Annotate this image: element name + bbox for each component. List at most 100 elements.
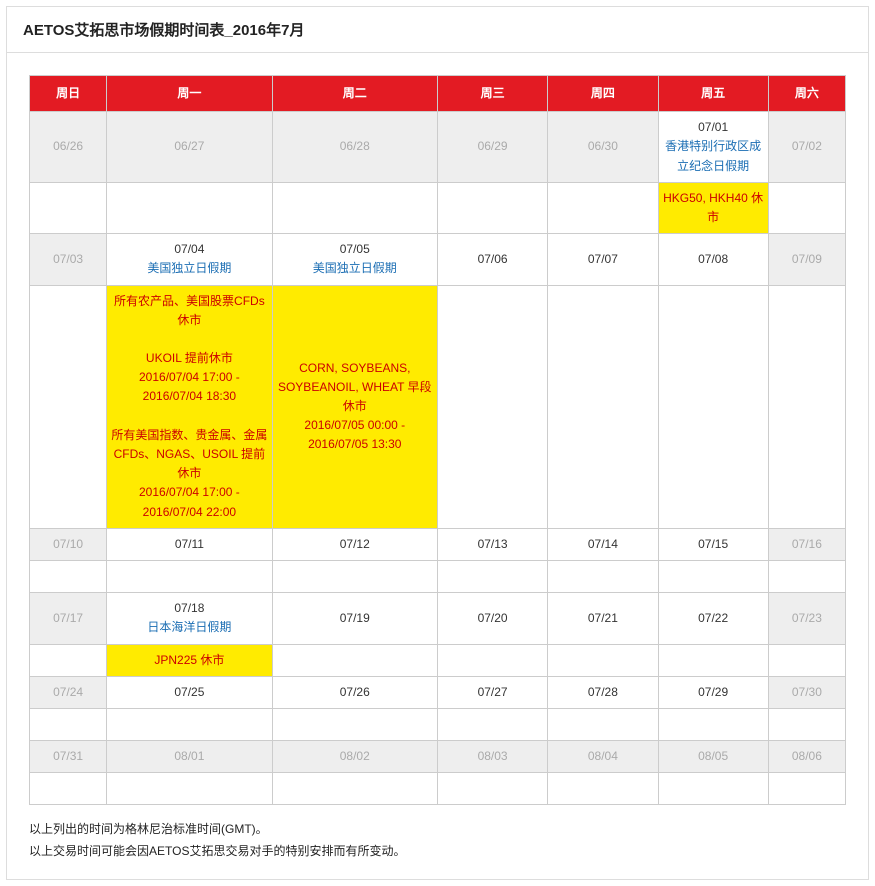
date-cell: 07/16 <box>768 528 845 560</box>
date-cell: 06/26 <box>30 112 107 183</box>
weekday-header: 周四 <box>548 76 658 112</box>
empty-cell <box>548 285 658 528</box>
footer-line: 以上列出的时间为格林尼治标准时间(GMT)。 <box>29 819 846 841</box>
weekday-header: 周二 <box>272 76 437 112</box>
date-row: 07/0307/04美国独立日假期07/05美国独立日假期07/0607/070… <box>30 234 846 285</box>
empty-cell <box>437 560 547 592</box>
panel: AETOS艾拓思市场假期时间表_2016年7月 周日周一周二周三周四周五周六 0… <box>6 6 869 880</box>
date-cell: 08/03 <box>437 741 547 773</box>
holiday-name: 美国独立日假期 <box>111 259 267 278</box>
date-cell: 07/22 <box>658 593 768 644</box>
detail-line: 2016/07/04 17:00 - 2016/07/04 18:30 <box>111 368 267 406</box>
detail-row <box>30 560 846 592</box>
panel-body: 周日周一周二周三周四周五周六 06/2606/2706/2806/2906/30… <box>7 53 868 879</box>
date-cell: 07/14 <box>548 528 658 560</box>
market-detail-cell: JPN225 休市 <box>107 644 272 676</box>
date-cell: 07/10 <box>30 528 107 560</box>
date-cell: 07/09 <box>768 234 845 285</box>
date-cell: 06/28 <box>272 112 437 183</box>
date-label: 07/04 <box>111 240 267 259</box>
empty-cell <box>548 182 658 233</box>
detail-row: JPN225 休市 <box>30 644 846 676</box>
date-cell: 07/23 <box>768 593 845 644</box>
date-label: 07/18 <box>111 599 267 618</box>
date-cell: 07/30 <box>768 676 845 708</box>
date-cell: 08/06 <box>768 741 845 773</box>
weekday-header: 周六 <box>768 76 845 112</box>
date-label: 07/05 <box>277 240 433 259</box>
empty-cell <box>548 644 658 676</box>
weekday-header: 周三 <box>437 76 547 112</box>
date-cell: 07/08 <box>658 234 768 285</box>
date-cell: 07/27 <box>437 676 547 708</box>
date-cell: 07/03 <box>30 234 107 285</box>
empty-cell <box>107 182 272 233</box>
date-row: 07/1007/1107/1207/1307/1407/1507/16 <box>30 528 846 560</box>
date-cell: 07/07 <box>548 234 658 285</box>
empty-cell <box>548 773 658 805</box>
date-cell: 07/11 <box>107 528 272 560</box>
empty-cell <box>30 285 107 528</box>
page-frame: AETOS艾拓思市场假期时间表_2016年7月 周日周一周二周三周四周五周六 0… <box>0 0 875 886</box>
empty-cell <box>272 644 437 676</box>
weekday-header: 周五 <box>658 76 768 112</box>
empty-cell <box>30 560 107 592</box>
footer-line: 以上交易时间可能会因AETOS艾拓思交易对手的特别安排而有所变动。 <box>29 841 846 863</box>
date-cell: 08/01 <box>107 741 272 773</box>
date-cell: 08/02 <box>272 741 437 773</box>
weekday-header: 周日 <box>30 76 107 112</box>
holiday-name: 日本海洋日假期 <box>111 618 267 637</box>
empty-cell <box>437 773 547 805</box>
date-cell: 07/13 <box>437 528 547 560</box>
detail-line: 所有农产品、美国股票CFDs 休市 <box>111 292 267 330</box>
detail-line: CORN, SOYBEANS, SOYBEANOIL, WHEAT 早段休市 <box>277 359 433 417</box>
date-cell: 07/31 <box>30 741 107 773</box>
date-cell: 07/20 <box>437 593 547 644</box>
date-cell: 07/12 <box>272 528 437 560</box>
holiday-name: 美国独立日假期 <box>277 259 433 278</box>
footer-notes: 以上列出的时间为格林尼治标准时间(GMT)。以上交易时间可能会因AETOS艾拓思… <box>29 819 846 862</box>
empty-cell <box>658 773 768 805</box>
weekday-header: 周一 <box>107 76 272 112</box>
empty-cell <box>107 708 272 740</box>
detail-line: 2016/07/04 17:00 - 2016/07/04 22:00 <box>111 483 267 521</box>
calendar-header-row: 周日周一周二周三周四周五周六 <box>30 76 846 112</box>
empty-cell <box>658 708 768 740</box>
date-cell: 08/04 <box>548 741 658 773</box>
date-row: 07/1707/18日本海洋日假期07/1907/2007/2107/2207/… <box>30 593 846 644</box>
detail-line: HKG50, HKH40 休市 <box>663 189 764 227</box>
date-cell: 06/29 <box>437 112 547 183</box>
empty-cell <box>548 708 658 740</box>
date-label: 07/01 <box>663 118 764 137</box>
date-cell: 07/25 <box>107 676 272 708</box>
empty-cell <box>437 285 547 528</box>
date-cell: 06/27 <box>107 112 272 183</box>
date-cell: 07/17 <box>30 593 107 644</box>
date-row: 07/3108/0108/0208/0308/0408/0508/06 <box>30 741 846 773</box>
detail-row <box>30 773 846 805</box>
market-detail-cell: HKG50, HKH40 休市 <box>658 182 768 233</box>
holiday-name: 香港特别行政区成立纪念日假期 <box>663 137 764 175</box>
detail-row <box>30 708 846 740</box>
market-detail-cell: 所有农产品、美国股票CFDs 休市UKOIL 提前休市2016/07/04 17… <box>107 285 272 528</box>
date-row: 06/2606/2706/2806/2906/3007/01香港特别行政区成立纪… <box>30 112 846 183</box>
empty-cell <box>30 182 107 233</box>
date-cell: 07/01香港特别行政区成立纪念日假期 <box>658 112 768 183</box>
empty-cell <box>658 560 768 592</box>
empty-cell <box>768 560 845 592</box>
empty-cell <box>272 773 437 805</box>
date-cell: 07/29 <box>658 676 768 708</box>
market-detail-cell: CORN, SOYBEANS, SOYBEANOIL, WHEAT 早段休市20… <box>272 285 437 528</box>
empty-cell <box>548 560 658 592</box>
empty-cell <box>768 773 845 805</box>
detail-line: 2016/07/05 00:00 - 2016/07/05 13:30 <box>277 416 433 454</box>
empty-cell <box>768 182 845 233</box>
empty-cell <box>272 708 437 740</box>
date-row: 07/2407/2507/2607/2707/2807/2907/30 <box>30 676 846 708</box>
empty-cell <box>658 644 768 676</box>
detail-line: UKOIL 提前休市 <box>111 349 267 368</box>
date-cell: 07/24 <box>30 676 107 708</box>
empty-cell <box>437 708 547 740</box>
date-cell: 07/05美国独立日假期 <box>272 234 437 285</box>
date-cell: 07/06 <box>437 234 547 285</box>
